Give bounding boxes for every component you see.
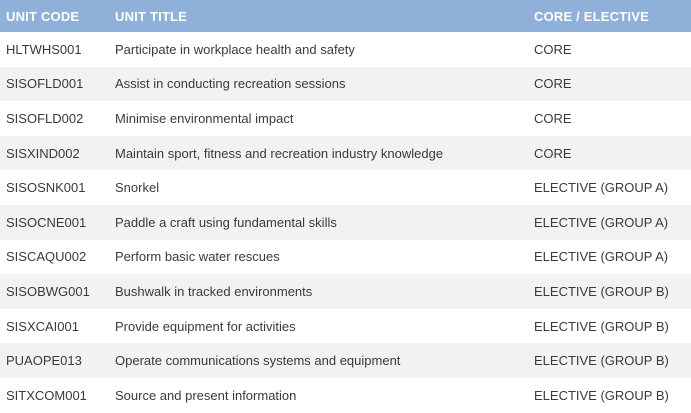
unit-code: SISXCAI001 [6, 318, 79, 334]
unit-type: ELECTIVE (GROUP B) [528, 274, 691, 309]
unit-code: HLTWHS001 [6, 41, 82, 57]
unit-code: SISOFLD001 [0, 66, 109, 102]
unit-title: Maintain sport, fitness and recreation i… [109, 135, 528, 171]
table-row: SITXCOM001 Source and present informatio… [0, 378, 691, 413]
unit-code: SISOFLD002 [6, 110, 84, 126]
unit-title: Minimise environmental impact [115, 110, 294, 126]
table-row: PUAOPE013 Operate communications systems… [0, 343, 691, 378]
table-body: HLTWHS001 Participate in workplace healt… [0, 32, 691, 413]
table-row: SISCAQU002 Perform basic water rescues E… [0, 240, 691, 275]
table-row: SISOBWG001 Bushwalk in tracked environme… [0, 274, 691, 309]
unit-type: ELECTIVE (GROUP B) [528, 343, 691, 378]
header-unit-code: UNIT CODE [0, 0, 109, 32]
unit-code: SISCAQU002 [6, 249, 87, 265]
unit-code: SITXCOM001 [6, 387, 87, 403]
unit-type: CORE [534, 110, 572, 126]
table-row: SISOFLD001 Assist in conducting recreati… [0, 66, 691, 102]
unit-type: ELECTIVE (GROUP A) [534, 180, 669, 196]
unit-title: Operate communications systems and equip… [109, 343, 528, 378]
unit-type: ELECTIVE (GROUP A) [534, 249, 669, 265]
unit-title: Bushwalk in tracked environments [109, 274, 528, 309]
header-unit-title: UNIT TITLE [109, 0, 528, 32]
unit-code: SISOBWG001 [0, 274, 109, 309]
table-row: SISOSNK001 Snorkel ELECTIVE (GROUP A) [0, 170, 691, 205]
unit-title: Snorkel [115, 180, 160, 196]
unit-code: SISOCNE001 [0, 204, 109, 240]
unit-code: SISXIND002 [0, 135, 109, 171]
table-header: UNIT CODE UNIT TITLE CORE / ELECTIVE [0, 0, 691, 32]
unit-type: ELECTIVE (GROUP B) [534, 318, 669, 334]
unit-title: Perform basic water rescues [115, 249, 280, 265]
unit-title: Paddle a craft using fundamental skills [109, 204, 528, 240]
unit-title: Source and present information [115, 387, 297, 403]
unit-code: SISOSNK001 [6, 180, 86, 196]
unit-code: PUAOPE013 [0, 343, 109, 378]
table-row: SISOFLD002 Minimise environmental impact… [0, 101, 691, 136]
header-row: UNIT CODE UNIT TITLE CORE / ELECTIVE [0, 0, 691, 32]
table-row: HLTWHS001 Participate in workplace healt… [0, 32, 691, 67]
unit-type: CORE [528, 135, 691, 171]
unit-type: CORE [534, 41, 572, 57]
unit-type: ELECTIVE (GROUP A) [528, 204, 691, 240]
unit-title: Assist in conducting recreation sessions [109, 66, 528, 102]
unit-type: ELECTIVE (GROUP B) [534, 387, 669, 403]
unit-title: Participate in workplace health and safe… [115, 41, 355, 57]
header-core-elective: CORE / ELECTIVE [528, 0, 691, 32]
unit-title: Provide equipment for activities [115, 318, 296, 334]
unit-type: CORE [528, 66, 691, 102]
table-row: SISXIND002 Maintain sport, fitness and r… [0, 135, 691, 171]
table-row: SISOCNE001 Paddle a craft using fundamen… [0, 204, 691, 240]
table-row: SISXCAI001 Provide equipment for activit… [0, 309, 691, 344]
